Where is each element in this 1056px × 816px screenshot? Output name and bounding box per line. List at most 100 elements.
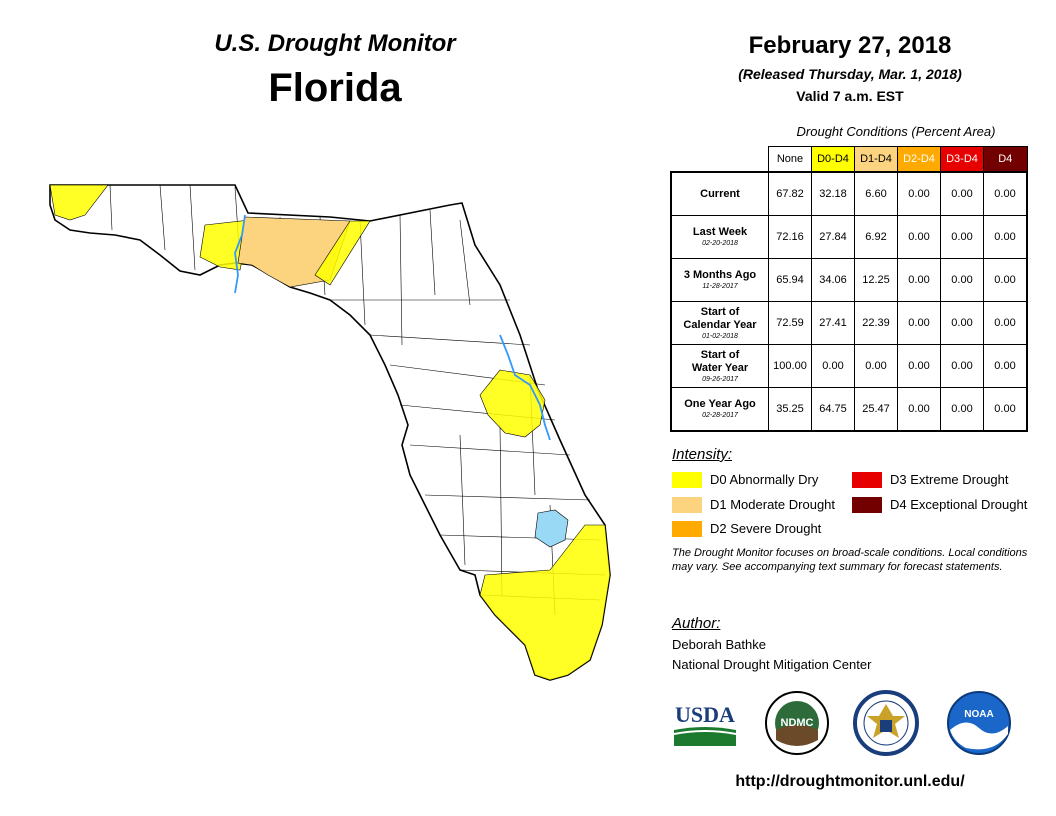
table-row: Start of Calendar Year 01-02-2018 72.59 27.4… xyxy=(670,301,1028,345)
table-cell: 100.00 xyxy=(768,344,812,388)
table-cell: 0.00 xyxy=(983,258,1028,302)
row-label: 3 Months Ago 11-28-2017 xyxy=(670,258,769,302)
usda-logo-text: USDA xyxy=(675,702,735,727)
table-cell: 64.75 xyxy=(811,387,855,432)
row-label-line: Last Week xyxy=(692,226,748,238)
column-header: D1-D4 xyxy=(854,146,898,173)
table-cell: 22.39 xyxy=(854,301,898,345)
table-cell: 25.47 xyxy=(854,387,898,432)
table-cell: 0.00 xyxy=(940,171,984,216)
column-header: D2-D4 xyxy=(897,146,941,173)
table-cell: 32.18 xyxy=(811,171,855,216)
row-label-line: Calendar Year xyxy=(683,318,757,331)
table-cell: 0.00 xyxy=(940,301,984,345)
row-label: Current xyxy=(670,171,769,216)
commerce-seal-logo xyxy=(853,690,919,756)
legend-title: Intensity: xyxy=(672,446,733,463)
florida-outline xyxy=(49,184,611,681)
table-cell: 0.00 xyxy=(897,301,941,345)
legend-swatch-d2 xyxy=(672,521,702,537)
release-date: (Released Thursday, Mar. 1, 2018) xyxy=(738,66,962,82)
table-cell: 0.00 xyxy=(983,171,1028,216)
column-header: D3-D4 xyxy=(940,146,984,173)
table-cell: 12.25 xyxy=(854,258,898,302)
table-cell: 6.60 xyxy=(854,171,898,216)
noaa-logo-text: NOAA xyxy=(964,709,993,720)
table-row: 3 Months Ago 11-28-2017 65.94 34.06 12.25 0.0… xyxy=(670,258,1028,302)
table-cell: 0.00 xyxy=(897,387,941,432)
map-title: U.S. Drought Monitor xyxy=(214,30,456,57)
column-header: D4 xyxy=(983,146,1028,173)
row-date: 01-02-2018 xyxy=(702,332,738,340)
row-date: 09-26-2017 xyxy=(702,375,738,383)
legend-swatch-d1 xyxy=(672,497,702,513)
row-label-line: 3 Months Ago xyxy=(683,269,757,281)
ndmc-logo: NDMC xyxy=(765,691,829,755)
florida-drought-map xyxy=(49,184,611,681)
d0-area-south-florida xyxy=(479,524,611,681)
table-body: Current 67.82 32.18 6.60 0.00 0.00 0.00 Last We… xyxy=(670,171,1028,432)
noaa-logo: NOAA xyxy=(947,691,1011,755)
table-corner xyxy=(671,147,769,173)
table-row: One Year Ago 02-28-2017 35.25 64.75 25.47 0.0… xyxy=(670,387,1028,432)
legend-swatch-d0 xyxy=(672,472,702,488)
table-cell: 67.82 xyxy=(768,171,812,216)
row-label-line: One Year Ago xyxy=(684,398,756,410)
author-organization: National Drought Mitigation Center xyxy=(672,657,872,672)
column-header: None xyxy=(768,146,812,173)
table-cell: 0.00 xyxy=(983,215,1028,259)
legend-label-d4: D4 Exceptional Drought xyxy=(890,497,1028,512)
legend-label-d3: D3 Extreme Drought xyxy=(890,472,1009,487)
disclaimer-note: The Drought Monitor focuses on broad-sca… xyxy=(672,547,1028,573)
row-date: 11-28-2017 xyxy=(702,283,738,290)
table-row: Last Week 02-20-2018 72.16 27.84 6.92 0.00 0.0… xyxy=(670,215,1028,259)
row-label-line: Start of xyxy=(700,348,740,361)
table-cell: 72.16 xyxy=(768,215,812,259)
usda-logo: USDA xyxy=(673,702,737,746)
legend-swatch-d3 xyxy=(852,472,882,488)
apalachicola-river xyxy=(234,214,246,294)
author-heading: Author: xyxy=(672,615,721,632)
author-name: Deborah Bathke xyxy=(672,637,766,652)
lake-okeechobee xyxy=(534,509,569,548)
ndmc-logo-text: NDMC xyxy=(781,717,814,729)
website-url[interactable]: http://droughtmonitor.unl.edu/ xyxy=(735,773,965,790)
row-label: One Year Ago 02-28-2017 xyxy=(670,387,769,432)
drought-conditions-table: None D0-D4 D1-D4 D2-D4 D3-D4 D4 Current 6… xyxy=(670,146,1028,432)
table-row: Start of Water Year 09-26-2017 100.00 0.00 0.… xyxy=(670,344,1028,388)
d0-area-central-panhandle xyxy=(199,219,251,271)
column-header: D0-D4 xyxy=(811,146,855,173)
table-cell: 0.00 xyxy=(940,344,984,388)
state-name: Florida xyxy=(268,66,402,110)
legend-swatch-d4 xyxy=(852,497,882,513)
table-cell: 6.92 xyxy=(854,215,898,259)
table-cell: 0.00 xyxy=(811,344,855,388)
table-row: Current 67.82 32.18 6.60 0.00 0.00 0.00 xyxy=(670,171,1028,216)
valid-time: Valid 7 a.m. EST xyxy=(796,88,904,104)
table-cell: 27.41 xyxy=(811,301,855,345)
table-cell: 35.25 xyxy=(768,387,812,432)
legend-label-d1: D1 Moderate Drought xyxy=(710,497,836,512)
row-date: 02-20-2018 xyxy=(702,240,738,247)
table-cell: 0.00 xyxy=(897,215,941,259)
table-cell: 0.00 xyxy=(940,215,984,259)
st-johns-river xyxy=(499,334,551,441)
table-cell: 0.00 xyxy=(983,344,1028,388)
row-label: Last Week 02-20-2018 xyxy=(670,215,769,259)
row-date: 02-28-2017 xyxy=(702,412,738,419)
table-cell: 0.00 xyxy=(854,344,898,388)
table-cell: 65.94 xyxy=(768,258,812,302)
table-cell: 0.00 xyxy=(897,171,941,216)
table-cell: 0.00 xyxy=(940,258,984,302)
row-label-line: Current xyxy=(700,187,740,200)
row-label: Start of Calendar Year 01-02-2018 xyxy=(670,301,769,345)
table-cell: 0.00 xyxy=(983,387,1028,432)
table-cell: 0.00 xyxy=(983,301,1028,345)
table-cell: 0.00 xyxy=(897,344,941,388)
map-date: February 27, 2018 xyxy=(748,32,952,59)
row-label-line: Water Year xyxy=(691,361,749,374)
d0-area-east-panhandle xyxy=(314,220,371,286)
table-cell: 27.84 xyxy=(811,215,855,259)
table-caption: Drought Conditions (Percent Area) xyxy=(796,124,996,139)
table-cell: 0.00 xyxy=(940,387,984,432)
